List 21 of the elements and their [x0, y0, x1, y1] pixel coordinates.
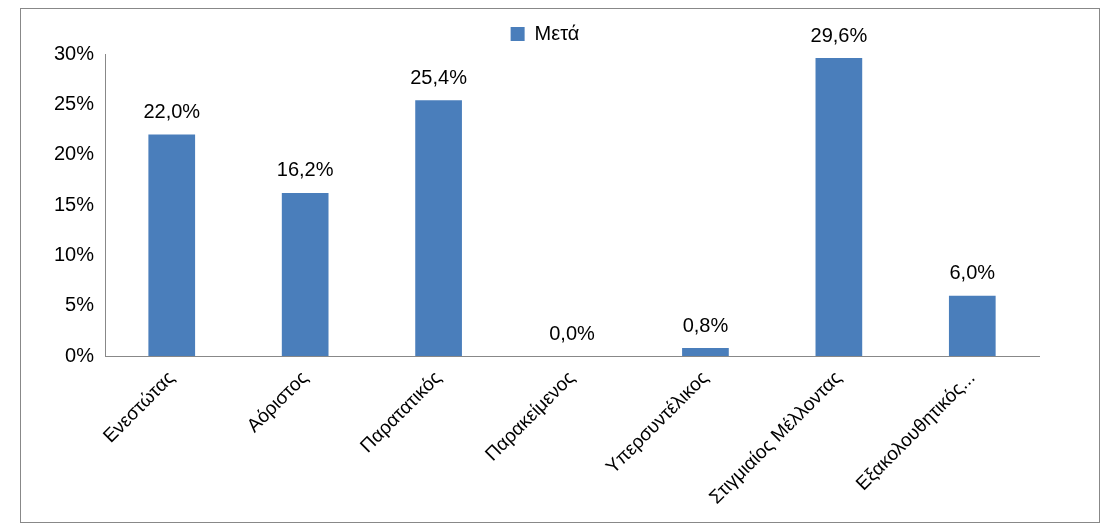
y-tick-label: 30%: [54, 41, 95, 64]
bar: [281, 192, 329, 357]
data-label: 25,4%: [410, 65, 468, 88]
data-label: 0,0%: [549, 321, 596, 344]
data-label: 0,8%: [682, 313, 729, 336]
y-tick-label: 0%: [65, 343, 95, 366]
bar: [415, 100, 462, 357]
bar: [682, 348, 729, 357]
data-label: 6,0%: [949, 261, 996, 284]
bar: [815, 58, 863, 357]
legend-label: Μετά: [534, 21, 580, 44]
bar: [148, 134, 196, 357]
y-tick-label: 10%: [54, 242, 95, 265]
y-tick-label: 15%: [54, 192, 95, 215]
bar: [948, 295, 996, 357]
y-tick-label: 5%: [65, 293, 95, 316]
data-label: 22,0%: [143, 100, 201, 123]
data-label: 16,2%: [276, 158, 334, 181]
y-tick-label: 25%: [54, 91, 95, 114]
y-tick-label: 20%: [54, 142, 95, 165]
data-label: 29,6%: [810, 23, 868, 46]
